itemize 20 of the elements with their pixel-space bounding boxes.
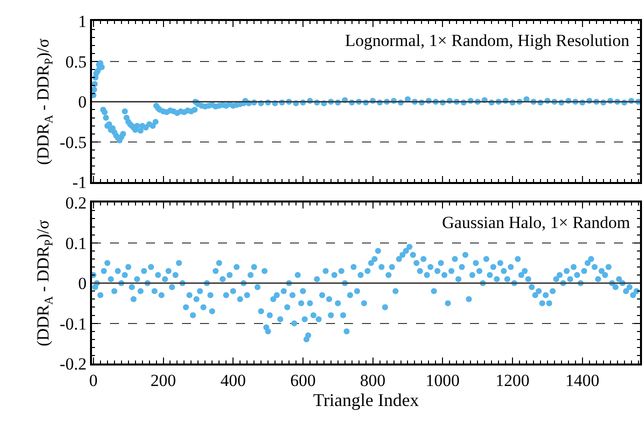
annotation: Gaussian Halo, 1× Random [442, 213, 630, 232]
x-tick-label: 400 [220, 370, 246, 390]
y-tick-label: 0 [78, 274, 87, 294]
x-tick-label: 200 [150, 370, 176, 390]
y-tick-label: 1 [78, 12, 87, 32]
x-tick-label: 1000 [426, 370, 460, 390]
y-tick-label: 0.2 [65, 194, 87, 213]
x-tick-label: 1200 [496, 370, 530, 390]
x-axis-title: Triangle Index [313, 390, 419, 410]
annotation: Lognormal, 1× Random, High Resolution [345, 31, 630, 50]
y-tick-label: 0 [78, 92, 87, 112]
y-tick-label: 0.1 [65, 234, 87, 253]
y-tick-label: -0.1 [60, 314, 87, 334]
x-tick-label: 800 [360, 370, 386, 390]
y-tick-label: 0.5 [65, 52, 87, 72]
x-tick-label: 1400 [565, 370, 600, 390]
y-tick-label: -0.5 [60, 132, 87, 152]
y-tick-label: -0.2 [60, 354, 87, 374]
x-tick-label: 600 [290, 370, 316, 390]
y-tick-label: -1 [72, 173, 87, 192]
